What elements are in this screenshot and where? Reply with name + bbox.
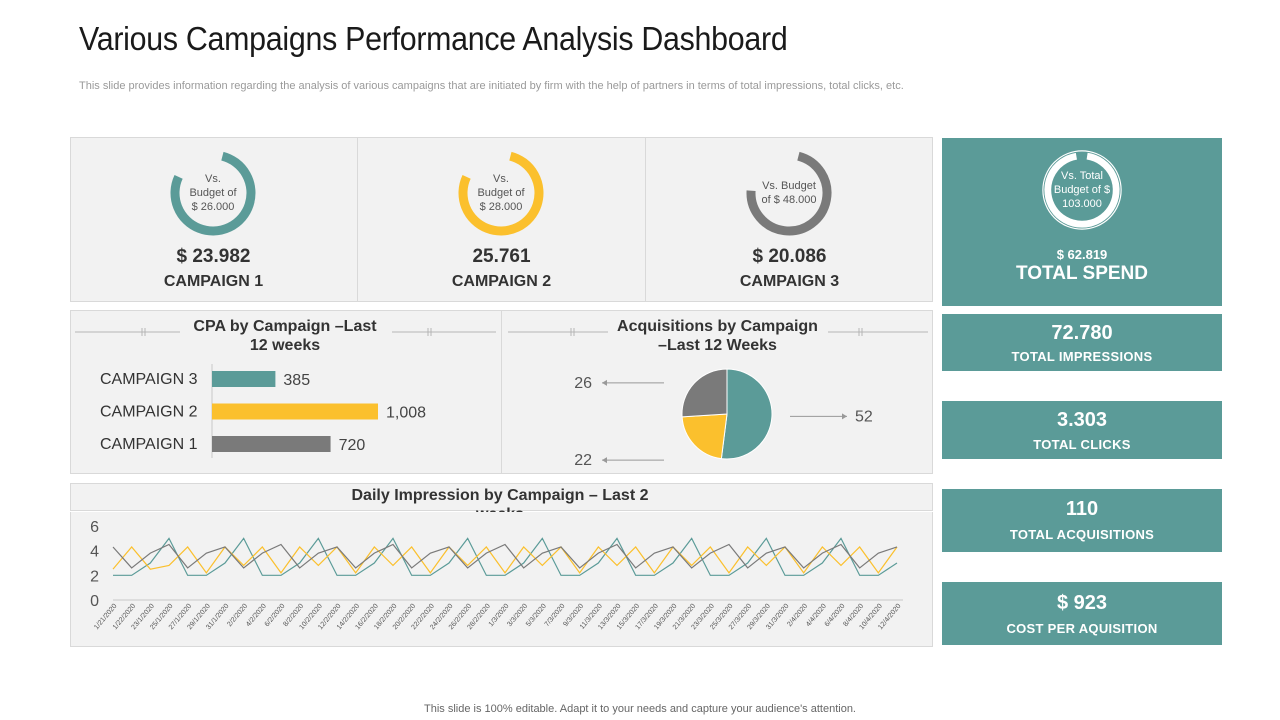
- y-tick-label: 2: [90, 568, 99, 585]
- cpa-category-label: CAMPAIGN 3: [100, 371, 198, 388]
- campaign-1-name: CAMPAIGN 1: [163, 273, 264, 290]
- kpi-label: COST PER AQUISITION: [1006, 621, 1158, 636]
- cpa-bar: [212, 371, 276, 387]
- kpi-label: TOTAL CLICKS: [1033, 437, 1131, 452]
- cpa-category-label: CAMPAIGN 2: [100, 404, 198, 421]
- daily-impressions-panel: [70, 512, 933, 647]
- kpi-value: 3.303: [1056, 409, 1108, 431]
- impression-series-line: [112, 543, 898, 569]
- campaign-1-budget-text: Vs. Budget of $ 26.000: [189, 173, 237, 213]
- panel-divider: [501, 311, 502, 473]
- y-tick-label: 4: [90, 544, 99, 561]
- page-title: Various Campaigns Performance Analysis D…: [79, 20, 788, 57]
- acquisitions-chart-title: Acquisitions by Campaign –Last 12 Weeks: [617, 318, 818, 354]
- impression-series-line: [113, 537, 898, 576]
- campaign-1-spend: $ 23.982: [176, 246, 251, 267]
- campaign-1-budget-ring: [170, 151, 256, 236]
- page-footer: This slide is 100% editable. Adapt it to…: [424, 703, 856, 715]
- campaign-3-budget-ring: [746, 151, 832, 236]
- cpa-category-label: CAMPAIGN 1: [100, 436, 198, 453]
- cpa-chart-title: CPA by Campaign –Last 12 weeks: [193, 318, 377, 354]
- acquisitions-pie-chart: 52 22 26: [574, 368, 873, 469]
- daily-impressions-title-bar: [70, 483, 933, 511]
- pie-value-label: 22: [574, 452, 592, 469]
- total-spend-value: $ 62.819: [1056, 247, 1108, 262]
- cpa-bar: [212, 403, 378, 420]
- kpi-value: 110: [1065, 498, 1099, 520]
- y-tick-label: 0: [90, 593, 99, 610]
- kpi-card-impressions: 72.780 TOTAL IMPRESSIONS: [942, 314, 1222, 371]
- budget-ring-arc: [746, 151, 832, 236]
- total-ring-arc: [1044, 152, 1120, 228]
- cpa-value-label: 1,008: [386, 405, 426, 422]
- kpi-card-clicks: 3.303 TOTAL CLICKS: [942, 401, 1222, 459]
- budget-ring-arc: [458, 151, 544, 236]
- pie-slice: [720, 368, 773, 460]
- campaign-2-spend: 25.761: [472, 246, 531, 267]
- budget-ring-arc: [170, 151, 256, 236]
- cpa-value-label: 720: [339, 437, 366, 454]
- kpi-value: $ 923: [1056, 592, 1108, 614]
- daily-impressions-line-chart: 02461/21/20201/22/202023/1/202025/1/2020…: [90, 519, 903, 631]
- kpi-card-acquisitions: 110 TOTAL ACQUISITIONS: [942, 489, 1222, 552]
- pie-value-label: 52: [855, 408, 873, 425]
- campaign-card-3: Vs. Budget of $ 48.000 $ 20.086 CAMPAIGN…: [646, 138, 933, 300]
- campaign-2-name: CAMPAIGN 2: [451, 273, 552, 290]
- pie-leader-arrow: [842, 413, 847, 420]
- cpa-bar-chart: CAMPAIGN 3 385 CAMPAIGN 2 1,008 CAMPAIGN 1 72…: [100, 364, 426, 458]
- campaign-card-2: Vs. Budget of $ 28.000 25.761 CAMPAIGN 2: [358, 138, 645, 300]
- pie-value-label: 26: [574, 375, 592, 392]
- campaign-3-spend: $ 20.086: [752, 246, 827, 267]
- total-budget-text: Vs. Total Budget of $ 103.000: [1053, 170, 1111, 210]
- campaign-3-budget-text: Vs. Budget of $ 48.000: [761, 180, 817, 206]
- y-tick-label: 6: [90, 519, 99, 536]
- kpi-label: TOTAL IMPRESSIONS: [1011, 349, 1153, 364]
- page-subtitle: This slide provides information regardin…: [79, 80, 904, 92]
- total-spend-card: Vs. Total Budget of $ 103.000 $ 62.819 T…: [942, 138, 1222, 306]
- pie-leader-arrow: [602, 379, 607, 386]
- pie-slice: [681, 368, 728, 418]
- total-budget-ring: [1042, 150, 1122, 230]
- total-ring-outline: [1042, 150, 1122, 230]
- cpa-bar: [212, 436, 331, 452]
- campaign-divider: [645, 138, 646, 301]
- impression-series-line: [112, 546, 898, 574]
- campaign-card-1: Vs. Budget of $ 26.000 $ 23.982 CAMPAIGN…: [70, 138, 357, 300]
- campaign-divider: [357, 138, 358, 301]
- kpi-card-cpa: $ 923 COST PER AQUISITION: [942, 582, 1222, 645]
- kpi-label: TOTAL ACQUISITIONS: [1009, 527, 1155, 542]
- kpi-value: 72.780: [1051, 322, 1113, 344]
- pie-leader-arrow: [602, 457, 607, 464]
- cpa-value-label: 385: [283, 372, 310, 389]
- campaigns-panel: [70, 137, 933, 302]
- campaign-3-name: CAMPAIGN 3: [739, 273, 840, 290]
- campaign-2-budget-text: Vs. Budget of $ 28.000: [477, 173, 525, 213]
- total-spend-label: TOTAL SPEND: [1016, 263, 1148, 284]
- campaign-2-budget-ring: [458, 151, 544, 236]
- pie-slice: [681, 413, 728, 460]
